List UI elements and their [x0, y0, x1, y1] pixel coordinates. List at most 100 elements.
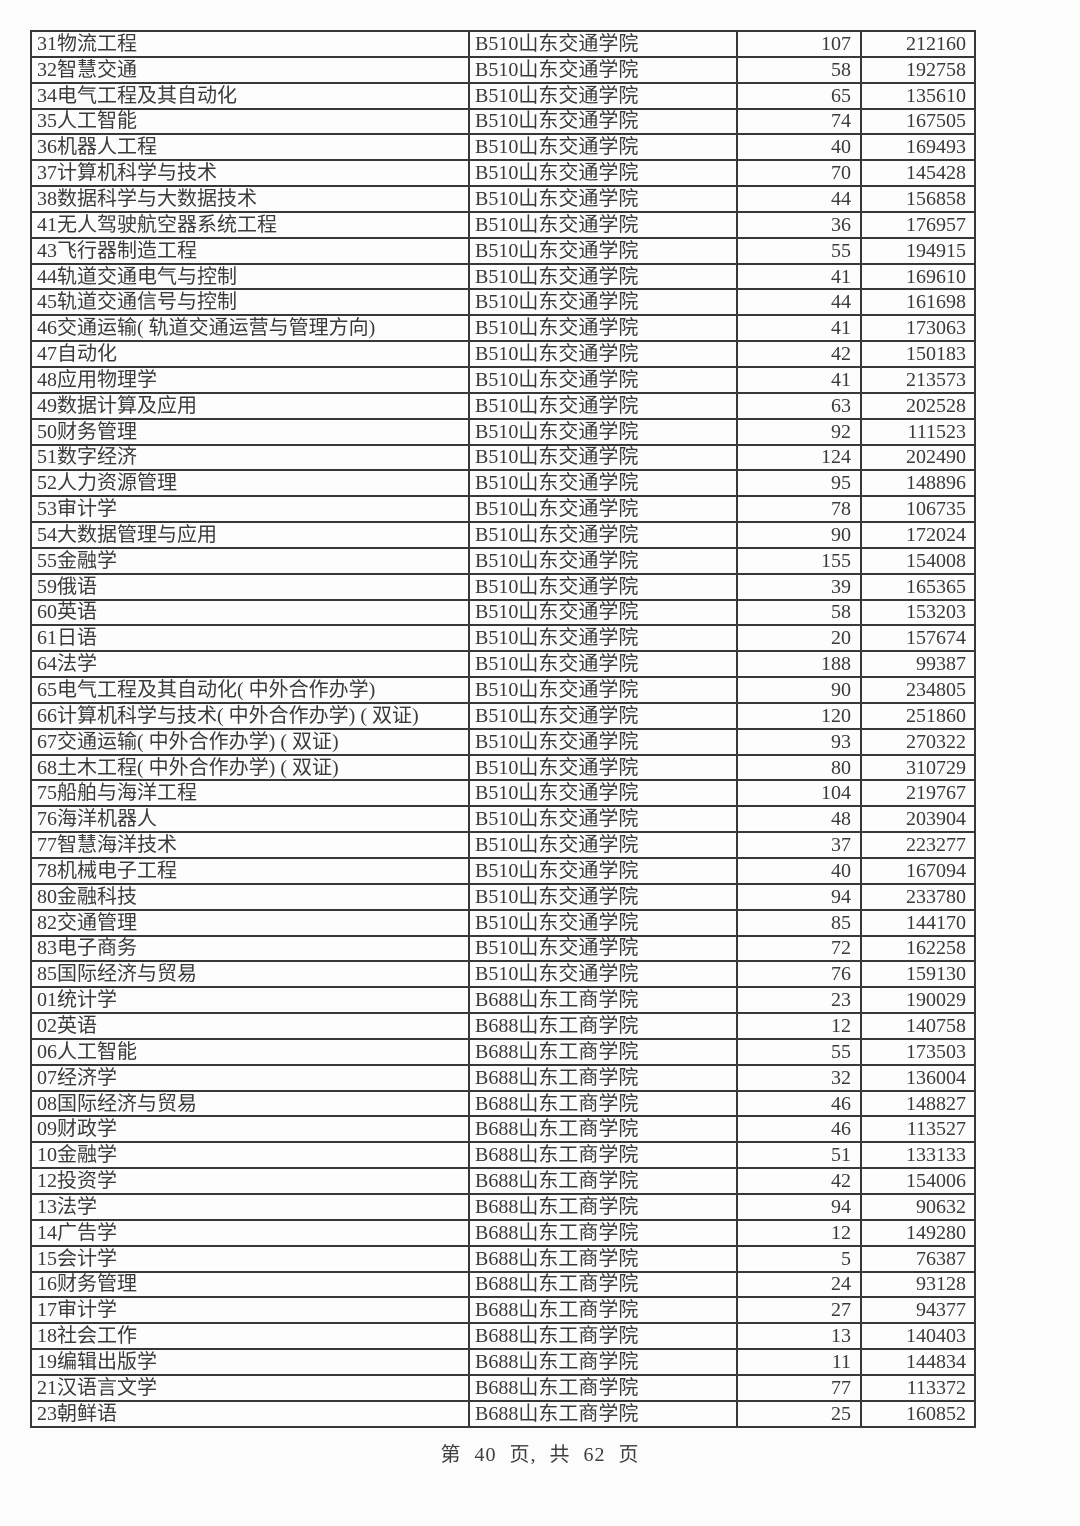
table-row: 44轨道交通电气与控制 B510山东交通学院 41 169610: [30, 262, 976, 291]
count-cell: 63: [736, 391, 862, 420]
count-cell: 107: [736, 30, 862, 58]
table-row: 66计算机科学与技术( 中外合作办学) ( 双证) B510山东交通学院 120 25…: [30, 701, 976, 730]
table-row: 60英语 B510山东交通学院 58 153203: [30, 598, 976, 627]
table-row: 76海洋机器人 B510山东交通学院 48 203904: [30, 805, 976, 834]
table-row: 83电子商务 B510山东交通学院 72 162258: [30, 934, 976, 963]
rank-cell: 154008: [860, 546, 976, 575]
table-row: 59俄语 B510山东交通学院 39 165365: [30, 572, 976, 601]
table-row: 01统计学 B688山东工商学院 23 190029: [30, 986, 976, 1015]
count-cell: 11: [736, 1348, 862, 1376]
table-row: 07经济学 B688山东工商学院 32 136004: [30, 1063, 976, 1092]
school-cell: B688山东工商学院: [468, 1399, 738, 1428]
major-cell: 36机器人工程: [30, 133, 470, 162]
major-cell: 47自动化: [30, 340, 470, 368]
count-cell: 80: [736, 753, 862, 782]
school-cell: B510山东交通学院: [468, 133, 738, 162]
rank-cell: 213573: [860, 365, 976, 394]
school-cell: B688山东工商学院: [468, 1167, 738, 1195]
count-cell: 90: [736, 521, 862, 549]
major-cell: 78机械电子工程: [30, 857, 470, 885]
major-cell: 80金融科技: [30, 882, 470, 911]
count-cell: 25: [736, 1399, 862, 1428]
count-cell: 95: [736, 469, 862, 498]
count-cell: 32: [736, 1063, 862, 1092]
school-cell: B510山东交通学院: [468, 185, 738, 213]
major-cell: 15会计学: [30, 1244, 470, 1273]
count-cell: 51: [736, 1141, 862, 1170]
table-row: 77智慧海洋技术 B510山东交通学院 37 223277: [30, 831, 976, 859]
major-cell: 65电气工程及其自动化( 中外合作办学): [30, 676, 470, 704]
school-cell: B688山东工商学院: [468, 986, 738, 1015]
count-cell: 44: [736, 185, 862, 213]
major-cell: 82交通管理: [30, 908, 470, 937]
major-cell: 35人工智能: [30, 107, 470, 136]
count-cell: 92: [736, 417, 862, 446]
rank-cell: 169610: [860, 262, 976, 291]
school-cell: B510山东交通学院: [468, 236, 738, 265]
rank-cell: 150183: [860, 340, 976, 368]
rank-cell: 270322: [860, 727, 976, 756]
school-cell: B510山东交通学院: [468, 934, 738, 963]
school-cell: B688山东工商学院: [468, 1115, 738, 1144]
school-cell: B688山东工商学院: [468, 1192, 738, 1221]
count-cell: 58: [736, 55, 862, 84]
school-cell: B688山东工商学院: [468, 1322, 738, 1351]
table-row: 61日语 B510山东交通学院 20 157674: [30, 624, 976, 653]
major-cell: 38数据科学与大数据技术: [30, 185, 470, 213]
school-cell: B510山东交通学院: [468, 779, 738, 808]
table-row: 10金融学 B688山东工商学院 51 133133: [30, 1141, 976, 1170]
school-cell: B510山东交通学院: [468, 340, 738, 368]
rank-cell: 169493: [860, 133, 976, 162]
school-cell: B510山东交通学院: [468, 443, 738, 472]
rank-cell: 194915: [860, 236, 976, 265]
table-row: 64法学 B510山东交通学院 188 99387: [30, 650, 976, 679]
school-cell: B688山东工商学院: [468, 1296, 738, 1325]
rank-cell: 176957: [860, 210, 976, 239]
count-cell: 55: [736, 1037, 862, 1066]
rank-cell: 145428: [860, 159, 976, 188]
table-row: 02英语 B688山东工商学院 12 140758: [30, 1012, 976, 1040]
major-cell: 10金融学: [30, 1141, 470, 1170]
major-cell: 50财务管理: [30, 417, 470, 446]
rank-cell: 165365: [860, 572, 976, 601]
school-cell: B510山东交通学院: [468, 55, 738, 84]
table-row: 53审计学 B510山东交通学院 78 106735: [30, 495, 976, 524]
rank-cell: 94377: [860, 1296, 976, 1325]
major-cell: 06人工智能: [30, 1037, 470, 1066]
table-row: 67交通运输( 中外合作办学) ( 双证) B510山东交通学院 93 270322: [30, 727, 976, 756]
school-cell: B510山东交通学院: [468, 727, 738, 756]
rank-cell: 154006: [860, 1167, 976, 1195]
rank-cell: 149280: [860, 1218, 976, 1247]
school-cell: B688山东工商学院: [468, 1141, 738, 1170]
school-cell: B510山东交通学院: [468, 857, 738, 885]
count-cell: 48: [736, 805, 862, 834]
rank-cell: 234805: [860, 676, 976, 704]
major-cell: 43飞行器制造工程: [30, 236, 470, 265]
table-row: 06人工智能 B688山东工商学院 55 173503: [30, 1037, 976, 1066]
count-cell: 24: [736, 1270, 862, 1299]
admissions-table: 31物流工程 B510山东交通学院 107 212160 32智慧交通 B510山东交通学…: [30, 30, 976, 1428]
school-cell: B510山东交通学院: [468, 210, 738, 239]
count-cell: 155: [736, 546, 862, 575]
count-cell: 94: [736, 1192, 862, 1221]
rank-cell: 133133: [860, 1141, 976, 1170]
count-cell: 72: [736, 934, 862, 963]
table-row: 32智慧交通 B510山东交通学院 58 192758: [30, 55, 976, 84]
major-cell: 75船舶与海洋工程: [30, 779, 470, 808]
table-row: 12投资学 B688山东工商学院 42 154006: [30, 1167, 976, 1195]
table-row: 47自动化 B510山东交通学院 42 150183: [30, 340, 976, 368]
rank-cell: 148896: [860, 469, 976, 498]
page-footer: 第 40 页, 共 62 页: [440, 1444, 640, 1466]
table-row: 34电气工程及其自动化 B510山东交通学院 65 135610: [30, 81, 976, 110]
rank-cell: 251860: [860, 701, 976, 730]
table-row: 19编辑出版学 B688山东工商学院 11 144834: [30, 1348, 976, 1376]
table-row: 80金融科技 B510山东交通学院 94 233780: [30, 882, 976, 911]
major-cell: 76海洋机器人: [30, 805, 470, 834]
table-row: 82交通管理 B510山东交通学院 85 144170: [30, 908, 976, 937]
major-cell: 45轨道交通信号与控制: [30, 288, 470, 317]
rank-cell: 140758: [860, 1012, 976, 1040]
rank-cell: 202528: [860, 391, 976, 420]
table-row: 55金融学 B510山东交通学院 155 154008: [30, 546, 976, 575]
school-cell: B510山东交通学院: [468, 314, 738, 343]
rank-cell: 156858: [860, 185, 976, 213]
